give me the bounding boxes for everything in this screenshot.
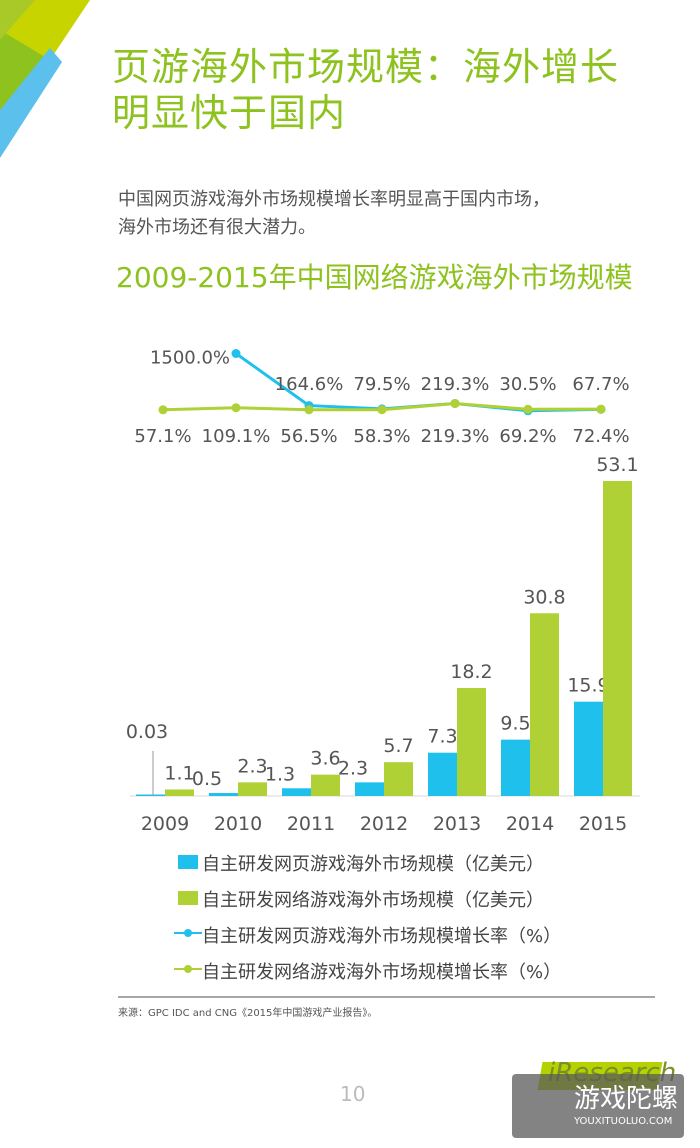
description-line: 中国网页游戏海外市场规模增长率明显高于国内市场，: [118, 189, 550, 210]
title-line: 明显快于国内: [112, 91, 347, 135]
bar-web-game: [501, 739, 530, 796]
line-point: [231, 403, 241, 413]
line-data-label: 109.1%: [202, 426, 271, 447]
legend-label: 自主研发网络游戏海外市场规模增长率（%）: [202, 962, 562, 983]
bar-data-label: 0.03: [126, 721, 168, 743]
bar-web-game: [355, 782, 384, 796]
bar-data-label: 0.5: [192, 768, 222, 790]
line-point: [596, 404, 606, 414]
bar-data-label: 53.1: [596, 454, 638, 476]
watermark: 游戏陀螺 YOUXITUOLUO.COM: [512, 1074, 684, 1138]
bar-data-label: 18.2: [450, 661, 492, 683]
bar-data-label: 1.1: [164, 762, 194, 784]
line-data-label: 219.3%: [421, 374, 490, 395]
bar-web-game: [136, 794, 165, 796]
bar-online-game: [311, 774, 340, 796]
line-data-label: 164.6%: [275, 374, 344, 395]
bar-data-label: 3.6: [310, 748, 340, 770]
legend-label: 自主研发网页游戏海外市场规模（亿美元）: [202, 854, 544, 875]
bar-data-label: 2.3: [237, 755, 267, 777]
line-point: [523, 404, 533, 414]
description-line: 海外市场还有很大潜力。: [118, 217, 316, 238]
bar-online-game: [603, 481, 632, 796]
line-point: [377, 405, 387, 415]
bar-web-game: [574, 701, 603, 796]
page-number: 10: [340, 1082, 366, 1106]
line-data-label: 67.7%: [572, 374, 629, 395]
bar-web-game: [282, 788, 311, 796]
x-tick-label: 2012: [360, 813, 408, 835]
bar-data-label: 30.8: [523, 586, 565, 608]
legend-swatch: [178, 855, 198, 869]
bar-online-game: [238, 782, 267, 796]
line-point: [158, 405, 168, 415]
line-data-label: 30.5%: [499, 374, 556, 395]
corner-decoration: [0, 48, 62, 158]
line-point: [231, 349, 241, 358]
bar-online-game: [457, 688, 486, 796]
line-data-label: 58.3%: [353, 426, 410, 447]
x-tick-label: 2013: [433, 813, 481, 835]
bar-online-game: [165, 789, 194, 796]
x-tick-label: 2011: [287, 813, 335, 835]
legend-swatch: [178, 891, 198, 905]
line-point: [304, 405, 314, 415]
bar-data-label: 1.3: [265, 763, 295, 785]
legend-line-swatch: [174, 929, 202, 937]
bar-online-game: [530, 613, 559, 796]
legend-label: 自主研发网页游戏海外市场规模增长率（%）: [202, 926, 562, 947]
source-note: 来源：GPC IDC and CNG《2015年中国游戏产业报告》。: [118, 1008, 378, 1019]
watermark-cn: 游戏陀螺: [574, 1084, 679, 1114]
description: 中国网页游戏海外市场规模增长率明显高于国内市场， 海外市场还有很大潜力。: [118, 186, 550, 242]
page-title: 页游海外市场规模：海外增长 明显快于国内: [112, 44, 619, 136]
bar-data-label: 5.7: [383, 735, 413, 757]
line-data-label: 57.1%: [134, 426, 191, 447]
line-point: [450, 398, 460, 408]
bar-data-label: 15.9: [567, 675, 609, 697]
bar-data-label: 7.3: [427, 726, 457, 748]
x-tick-label: 2015: [579, 813, 627, 835]
line-data-label: 69.2%: [499, 426, 556, 447]
x-tick-label: 2010: [214, 813, 262, 835]
line-data-label: 56.5%: [280, 426, 337, 447]
bar-web-game: [428, 752, 457, 796]
corner-decoration: [0, 0, 35, 40]
line-data-label: 72.4%: [572, 426, 629, 447]
legend-line-swatch: [174, 965, 202, 973]
x-tick-label: 2014: [506, 813, 554, 835]
title-line: 页游海外市场规模：海外增长: [112, 45, 620, 89]
watermark-en: YOUXITUOLUO.COM: [574, 1116, 673, 1127]
bar-data-label: 2.3: [338, 757, 368, 779]
legend-label: 自主研发网络游戏海外市场规模（亿美元）: [202, 890, 544, 911]
line-data-label: 1500.0%: [150, 348, 230, 369]
line-data-label: 219.3%: [421, 426, 490, 447]
chart-title: 2009-2015年中国网络游戏海外市场规模: [116, 261, 633, 294]
line-data-label: 79.5%: [353, 374, 410, 395]
x-tick-label: 2009: [141, 813, 189, 835]
bar-data-label: 9.5: [500, 713, 530, 735]
bar-web-game: [209, 793, 238, 796]
bar-online-game: [384, 762, 413, 796]
